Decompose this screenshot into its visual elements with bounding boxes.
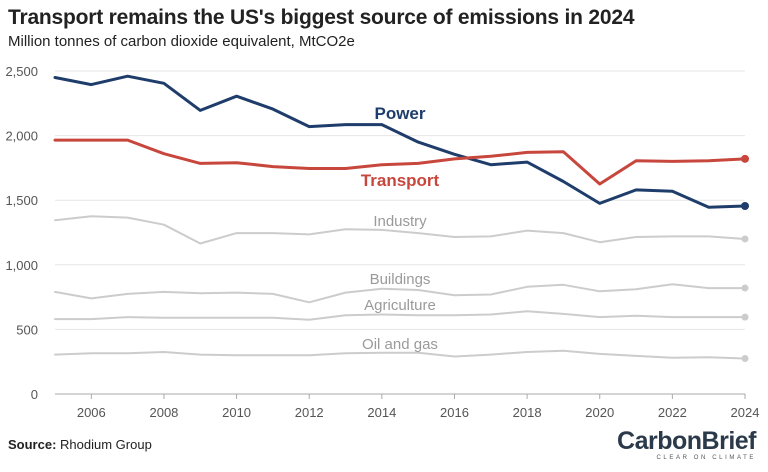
series-label-agriculture: Agriculture [364,297,436,314]
logo-wordmark: CarbonBrief [617,428,756,454]
y-tick-label: 1,000 [5,258,38,273]
y-tick-labels: 0 500 1,000 1,500 2,000 2,500 [5,64,38,402]
series-label-power: Power [374,104,425,123]
x-tick-label: 2006 [77,405,106,420]
x-tick-labels: 2006 2008 2010 2012 2014 2016 2018 2020 2022 2024 [77,394,760,420]
series-line-industry [54,215,746,245]
x-tick-label: 2008 [149,405,178,420]
source-note: Source: Rhodium Group [8,437,152,452]
y-tick-label: 2,000 [5,129,38,144]
series-endpoint-buildings [741,284,749,292]
y-tick-label: 2,500 [5,64,38,79]
series-label-oil-and-gas: Oil and gas [362,336,438,353]
logo-brief: Brief [701,427,757,455]
logo-carbon: Carbon [617,427,702,455]
series-line-oil-and-gas [54,349,746,360]
x-tick-label: 2020 [585,405,614,420]
series-lines [53,74,749,362]
series-labels: Power Transport Industry Buildings Agricultu… [361,104,440,353]
source-text: Rhodium Group [60,437,152,452]
series-endpoint-transport [741,154,749,163]
grid-lines [55,70,745,395]
x-tick-label: 2018 [513,405,542,420]
series-endpoint-power [741,202,749,211]
y-tick-label: 0 [31,387,38,402]
series-line-agriculture [54,310,746,321]
carbon-brief-logo: CarbonBrief CLEAR ON CLIMATE [617,428,756,461]
x-tick-label: 2010 [222,405,251,420]
series-label-transport: Transport [361,171,440,190]
x-tick-label: 2014 [367,405,396,420]
series-label-buildings: Buildings [370,271,431,288]
series-endpoint-oil-and-gas [741,354,749,362]
source-label: Source: [8,437,57,452]
series-line-buildings [54,283,746,304]
x-tick-label: 2016 [440,405,469,420]
x-tick-label: 2012 [295,405,324,420]
chart-title: Transport remains the US's biggest sourc… [8,6,635,29]
x-tick-label: 2024 [731,405,760,420]
chart-subtitle: Million tonnes of carbon dioxide equival… [8,33,355,50]
series-line-power [53,74,747,209]
y-tick-label: 500 [16,322,38,337]
logo-tagline: CLEAR ON CLIMATE [656,455,756,461]
series-endpoint-industry [741,235,749,243]
series-label-industry: Industry [373,213,427,230]
y-tick-label: 1,500 [5,193,38,208]
x-tick-label: 2022 [658,405,687,420]
series-line-transport [53,138,747,186]
series-endpoint-agriculture [741,313,749,321]
